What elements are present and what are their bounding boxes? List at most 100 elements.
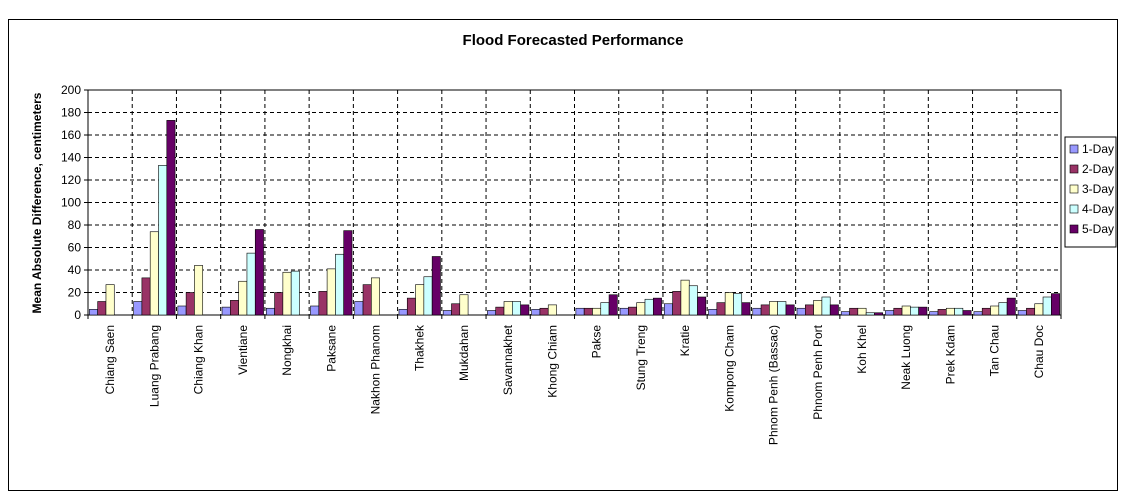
bar <box>796 307 806 316</box>
bar <box>760 304 770 316</box>
bar <box>672 291 682 316</box>
bar <box>829 304 839 316</box>
bar <box>733 293 743 316</box>
bar <box>708 309 718 316</box>
legend-label: 2-Day <box>1082 162 1114 176</box>
bar <box>990 305 1000 316</box>
bar <box>166 120 176 316</box>
bar <box>254 229 264 316</box>
bar <box>752 307 762 316</box>
bar <box>442 310 452 316</box>
category-label: Tan Chau <box>988 325 1002 376</box>
bar <box>177 305 187 316</box>
bar <box>221 306 231 316</box>
bar <box>769 301 778 316</box>
bar <box>371 277 380 316</box>
chart-area: Flood Forecasted Performance Mean Absolu… <box>8 19 1118 491</box>
category-label: Pakse <box>590 325 604 359</box>
bar <box>680 279 690 316</box>
bar <box>398 309 408 316</box>
bar <box>608 294 618 316</box>
bar <box>354 301 364 316</box>
bar <box>230 300 239 316</box>
bar <box>619 307 629 316</box>
bar <box>583 307 593 316</box>
bar <box>697 296 707 316</box>
category-label: Thakhek <box>413 324 427 371</box>
bar <box>575 307 585 316</box>
y-tick-label: 200 <box>61 83 81 97</box>
bar <box>141 277 151 316</box>
bar <box>238 280 248 316</box>
category-label: Stung Treng <box>634 325 648 390</box>
bar <box>652 297 662 316</box>
y-tick-label: 0 <box>74 308 81 322</box>
bar <box>929 311 939 316</box>
bar <box>893 307 903 316</box>
category-label: Phnom Penh Port <box>811 324 825 419</box>
bar <box>310 305 320 316</box>
category-label: Kompong Cham <box>722 325 736 412</box>
bar <box>1026 307 1036 316</box>
bar <box>487 310 497 316</box>
y-tick-label: 180 <box>61 106 81 120</box>
bar <box>688 285 698 316</box>
bar <box>185 292 195 316</box>
bar <box>290 270 300 316</box>
y-tick-label: 20 <box>68 286 82 300</box>
bar <box>89 309 98 316</box>
bar <box>343 230 353 316</box>
bar <box>459 294 469 316</box>
bar <box>664 303 673 316</box>
bar <box>945 307 955 316</box>
category-label: Nongkhai <box>280 325 294 376</box>
bar <box>716 302 726 316</box>
bar <box>628 306 637 316</box>
y-axis-label: Mean Absolute Difference, centimeters <box>30 92 44 313</box>
bar <box>998 302 1008 316</box>
bar <box>194 265 204 316</box>
category-label: Savannakhet <box>501 324 515 395</box>
bar <box>274 292 284 316</box>
bar <box>406 297 416 316</box>
bar <box>954 307 964 316</box>
bar <box>600 302 610 316</box>
bar <box>857 307 867 316</box>
category-label: Koh Khel <box>855 325 869 374</box>
bar <box>133 301 143 316</box>
bar <box>415 284 425 316</box>
bar <box>962 310 972 316</box>
y-tick-label: 40 <box>68 263 82 277</box>
bar <box>246 252 256 316</box>
y-tick-label: 100 <box>61 196 81 210</box>
bar <box>512 301 521 316</box>
bar <box>821 296 831 316</box>
legend-swatch <box>1069 184 1079 194</box>
bar <box>981 307 991 316</box>
bar <box>423 276 433 316</box>
bar <box>1017 310 1027 316</box>
bar <box>97 301 107 316</box>
bar <box>431 256 441 316</box>
bar <box>973 311 983 316</box>
legend-swatch <box>1069 224 1079 234</box>
bar <box>741 302 751 316</box>
bar <box>495 306 505 316</box>
category-label: Neak Luong <box>899 325 913 390</box>
legend-label: 1-Day <box>1082 142 1114 156</box>
bar <box>105 284 115 316</box>
category-label: Nakhon Phanom <box>368 325 382 414</box>
bar <box>849 307 859 316</box>
bar <box>1034 303 1044 316</box>
bar <box>158 165 168 316</box>
legend-swatch <box>1069 144 1079 154</box>
bar <box>813 300 823 316</box>
bar <box>318 291 328 316</box>
legend: 1-Day 2-Day 3-Day 4-Day 5-Day <box>1064 136 1117 248</box>
bar <box>547 304 557 316</box>
bar <box>724 292 734 316</box>
category-label: Luang Prabang <box>147 325 161 407</box>
y-tick-label: 60 <box>68 241 82 255</box>
bar <box>282 271 292 316</box>
bar <box>362 284 372 316</box>
